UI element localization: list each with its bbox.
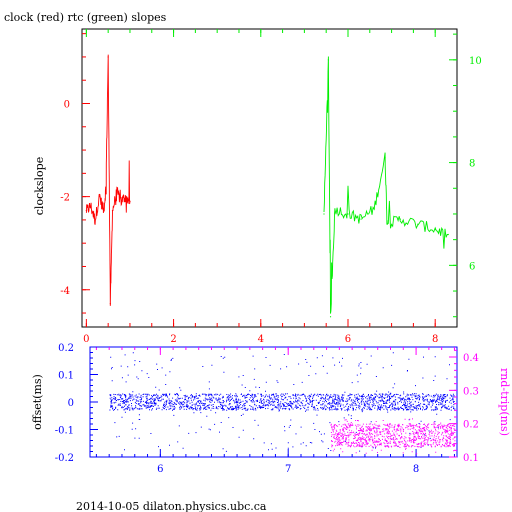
clock-data-point (129, 200, 131, 202)
y2-tick-label: 10 (469, 56, 482, 67)
clock-data-point (111, 209, 114, 212)
clock-data-point (90, 205, 92, 207)
rtc-data-point (434, 228, 436, 230)
chart-title: clock (red) rtc (green) slopes (4, 11, 167, 24)
offset-scatter-points (109, 352, 456, 452)
rtc-data-point (447, 233, 449, 236)
rtc-data-point (334, 208, 336, 210)
x-tick-label: 6 (345, 334, 351, 345)
bottom-y-label: offset(ms) (31, 374, 44, 430)
bottom-y2-tick-label: 0.2 (463, 420, 479, 431)
rtc-data-point (347, 213, 349, 215)
rtc-data-point (323, 213, 325, 215)
y2-tick-label: 6 (469, 261, 475, 272)
clock-data-point (94, 219, 96, 221)
rtc-data-point (417, 223, 419, 225)
bottom-y-tick-label: 0 (68, 398, 74, 409)
clock-data-point (103, 209, 105, 212)
rtc-data-point (360, 218, 362, 220)
rtc-data-point (373, 208, 375, 210)
x-tick-label: 2 (170, 334, 176, 345)
bottom-y-tick-label: -0.1 (55, 426, 74, 437)
x-tick-label: 0 (83, 334, 89, 345)
clock-series-line (85, 54, 131, 306)
rtc-data-point (329, 316, 332, 318)
bottom-x-tick-label: 6 (157, 464, 163, 475)
bottom-x-tick-label: 8 (413, 464, 419, 475)
y-tick-label: 0 (64, 100, 70, 111)
bottom-y-tick-label: -0.2 (55, 453, 74, 464)
rtc-data-point (399, 218, 401, 220)
bottom-y2-label: rnd-trip(ms) (498, 368, 511, 436)
clock-data-point (85, 209, 87, 212)
clock-data-point (105, 186, 107, 188)
bottom-y-tick-label: 0.2 (58, 343, 74, 354)
top-y-label: clockslope (33, 157, 46, 215)
top-axis-ticks: 0 2 4 6 8 -4 -2 0 6 8 10 (60, 29, 482, 345)
bottom-y-tick-label: 0.1 (58, 371, 74, 382)
bottom-axis-ticks: 6 7 8 -0.2 -0.1 0 0.1 0.2 0.1 0.2 0.3 0.4 (55, 343, 479, 475)
clock-data-point (107, 56, 109, 58)
clock-data-point (120, 200, 122, 202)
x-tick-label: 4 (258, 334, 264, 345)
clock-data-point (98, 196, 101, 198)
y-tick-label: -4 (60, 286, 70, 297)
rtc-series-line (323, 56, 449, 314)
bottom-y2-tick-label: 0.1 (463, 453, 479, 464)
bottom-y2-tick-label: 0.4 (463, 353, 479, 364)
top-series-group (85, 54, 449, 318)
clock-data-point (125, 196, 127, 198)
bottom-y2-tick-label: 0.3 (463, 386, 479, 397)
bottom-series-group (109, 352, 456, 455)
clock-data-point (116, 191, 118, 193)
footer-text: 2014-10-05 dilaton.physics.ubc.ca (76, 500, 267, 512)
bottom-x-tick-label: 7 (285, 464, 291, 475)
rndtrip-scatter-points (330, 418, 456, 455)
y-tick-label: -2 (60, 193, 70, 204)
rtc-data-point (327, 59, 329, 61)
x-tick-label: 8 (432, 334, 438, 345)
y2-tick-label: 8 (469, 159, 475, 170)
rtc-data-point (386, 223, 388, 225)
top-plot-frame (81, 28, 458, 328)
clock-data-point (109, 303, 111, 305)
rtc-data-point (384, 156, 386, 159)
